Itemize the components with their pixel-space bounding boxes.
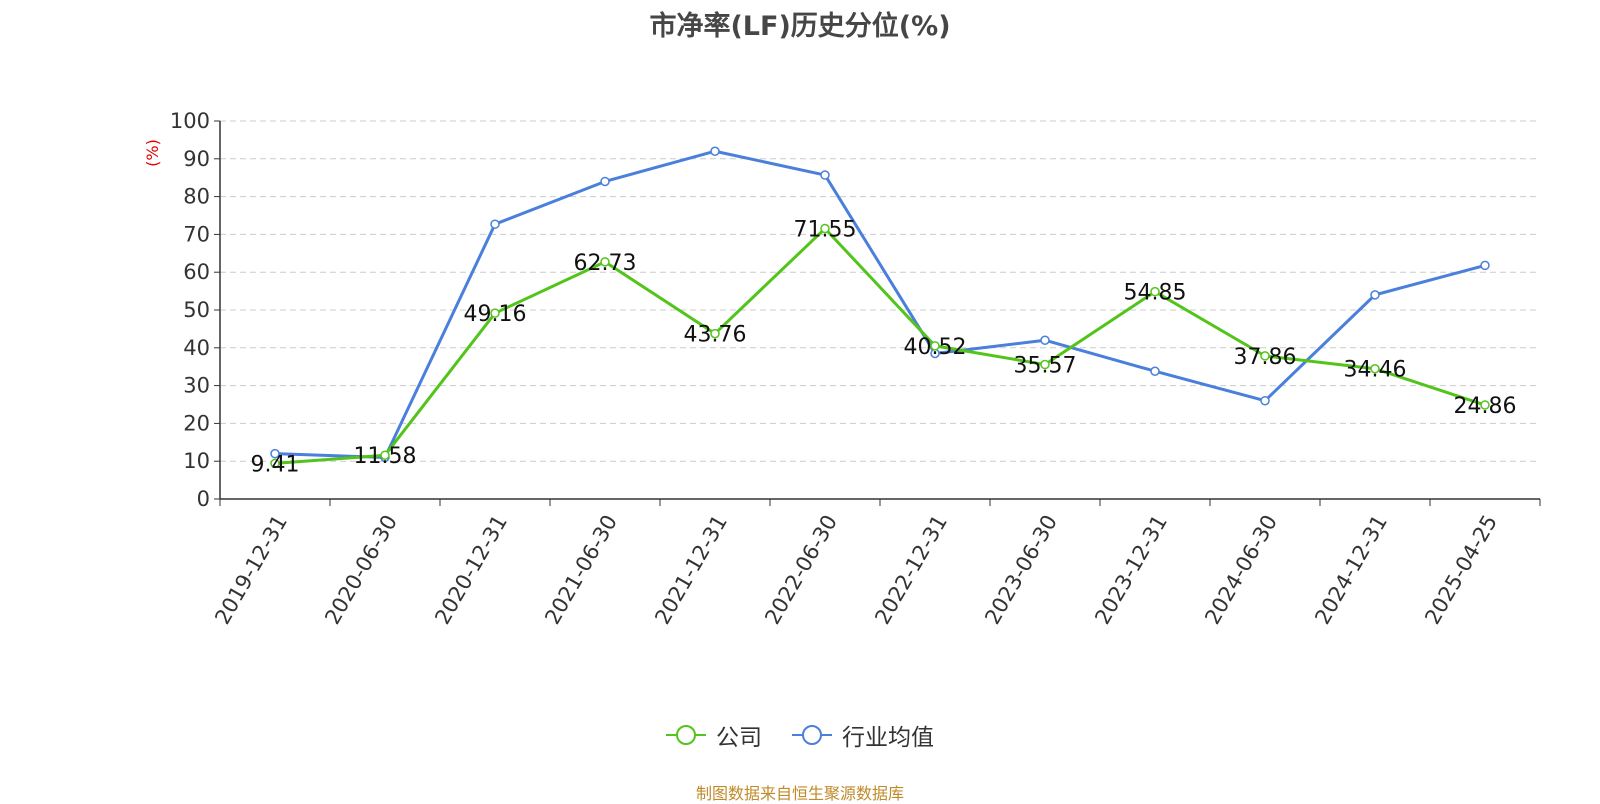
y-tick-label: 30 — [183, 374, 210, 398]
series-point-1 — [1040, 335, 1050, 345]
y-axis-label: (%) — [143, 139, 162, 167]
series-point-1 — [600, 176, 610, 187]
y-tick-label: 50 — [183, 298, 210, 322]
series-point-0 — [1370, 363, 1380, 374]
x-tick-label: 2023-12-31 — [1090, 511, 1172, 629]
series-point-0 — [1480, 400, 1490, 410]
x-tick-label: 2025-04-25 — [1420, 511, 1502, 629]
series-point-1 — [270, 448, 280, 459]
series-point-0 — [270, 458, 280, 469]
x-tick-label: 2022-06-30 — [760, 511, 842, 629]
legend-company-label: 公司 — [716, 725, 762, 751]
x-tick-label: 2022-12-31 — [870, 511, 952, 629]
data-label: 43.76 — [684, 323, 747, 348]
series-point-1 — [490, 219, 500, 229]
x-tick-label: 2021-06-30 — [540, 511, 622, 629]
series-point-0 — [710, 328, 720, 339]
data-label: 71.55 — [794, 218, 857, 243]
series-point-0 — [930, 341, 940, 351]
y-tick-label: 0 — [197, 487, 210, 511]
data-label: 62.73 — [574, 251, 637, 276]
series-point-0 — [380, 450, 390, 460]
data-label: 35.57 — [1014, 354, 1077, 379]
legend-industry-label: 行业均值 — [842, 725, 934, 751]
data-label: 11.58 — [354, 444, 417, 469]
series-point-0 — [820, 223, 830, 234]
series-line-1 — [274, 149, 1486, 459]
x-tick-label: 2021-12-31 — [650, 511, 732, 629]
legend-item-industry[interactable]: 行业均值 — [792, 718, 934, 752]
series-point-1 — [1150, 366, 1160, 376]
x-tick-label: 2023-06-30 — [980, 511, 1062, 629]
series — [270, 146, 1490, 469]
legend-item-company[interactable]: 公司 — [666, 718, 762, 752]
legend: 公司 行业均值 — [0, 718, 1600, 752]
chart-title: 市净率(LF)历史分位(%) — [649, 11, 951, 42]
y-tick-label: 10 — [183, 449, 210, 473]
x-tick-label: 2024-06-30 — [1200, 511, 1282, 629]
data-label: 24.86 — [1454, 394, 1517, 419]
y-tick-label: 20 — [183, 411, 210, 435]
data-label: 40.52 — [904, 335, 967, 360]
series-point-1 — [710, 146, 720, 156]
axes: 0 10 20 30 40 50 60 70 80 90 100 2019-12-31 2020-06-… — [170, 109, 1541, 629]
data-label: 49.16 — [464, 302, 527, 327]
y-tick-label: 100 — [170, 109, 210, 133]
series-point-0 — [1040, 359, 1050, 370]
source-note: 制图数据来自恒生聚源数据库 — [695, 784, 904, 803]
data-label: 37.86 — [1234, 345, 1297, 370]
series-point-1 — [1260, 395, 1270, 406]
series-point-0 — [1260, 351, 1270, 361]
y-tick-label: 80 — [183, 185, 210, 209]
y-tick-label: 90 — [183, 147, 210, 171]
data-label: 54.85 — [1124, 281, 1187, 306]
y-tick-label: 70 — [183, 222, 210, 246]
series-point-1 — [1480, 260, 1490, 271]
y-tick-label: 60 — [183, 260, 210, 284]
series-point-1 — [1370, 290, 1380, 300]
x-tick-label: 2020-12-31 — [430, 511, 512, 629]
legend-company-icon — [666, 725, 706, 745]
data-labels: 9.41 11.58 49.16 62.73 43.76 71.55 40.52 35.57 5… — [251, 218, 1517, 478]
data-label: 34.46 — [1344, 358, 1407, 383]
series-point-1 — [820, 170, 830, 180]
y-tick-label: 40 — [183, 336, 210, 360]
legend-industry-icon — [792, 725, 832, 745]
series-line-0 — [274, 227, 1486, 465]
x-tick-label: 2024-12-31 — [1310, 511, 1392, 629]
data-label: 9.41 — [251, 452, 300, 477]
series-point-0 — [600, 257, 610, 267]
series-point-0 — [490, 308, 500, 318]
x-tick-label: 2020-06-30 — [320, 511, 402, 629]
series-point-0 — [1150, 286, 1160, 297]
x-tick-label: 2019-12-31 — [210, 511, 292, 629]
